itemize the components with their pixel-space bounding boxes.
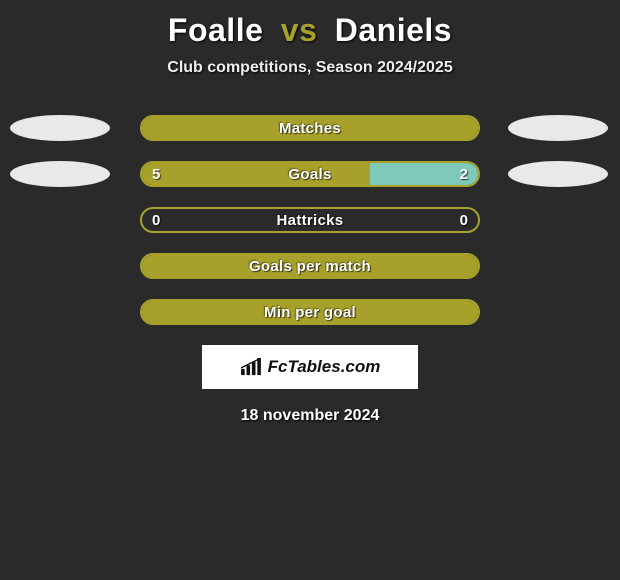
player1-value-ellipse [10,115,110,141]
player2-value-ellipse [508,115,608,141]
infographic-container: Foalle vs Daniels Club competitions, Sea… [0,0,620,425]
page-title: Foalle vs Daniels [168,12,452,49]
stat-bar: Goals per match [140,253,480,279]
bars-chart-icon [240,358,262,376]
stat-bar: 00Hattricks [140,207,480,233]
stat-label: Hattricks [142,209,478,231]
stat-row: Matches [0,115,620,141]
logo-text: FcTables.com [268,357,381,377]
stat-label: Min per goal [142,301,478,323]
stat-rows: Matches 52Goals 00Hattricks Goals per match… [0,115,620,325]
stat-row: Min per goal [0,299,620,325]
player2-name: Daniels [335,12,452,48]
stat-bar: Min per goal [140,299,480,325]
player2-value-ellipse [508,161,608,187]
stat-label: Matches [142,117,478,139]
stat-bar: 52Goals [140,161,480,187]
stat-row: Goals per match [0,253,620,279]
player1-value-ellipse [10,161,110,187]
stat-label: Goals per match [142,255,478,277]
player1-name: Foalle [168,12,263,48]
logo-box: FcTables.com [202,345,418,389]
date-label: 18 november 2024 [241,407,380,425]
subtitle: Club competitions, Season 2024/2025 [167,59,452,77]
stat-bar: Matches [140,115,480,141]
stat-row: 52Goals [0,161,620,187]
stat-label: Goals [142,163,478,185]
stat-row: 00Hattricks [0,207,620,233]
vs-label: vs [281,12,318,48]
